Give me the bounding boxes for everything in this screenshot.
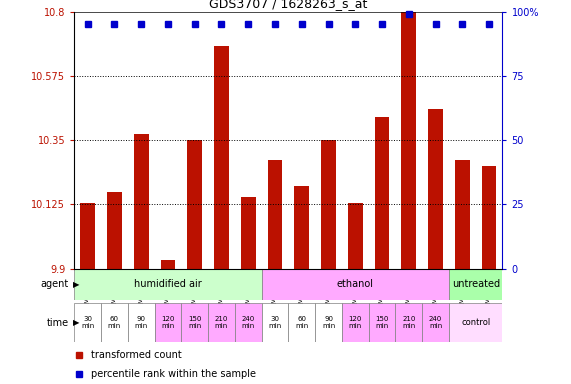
Text: 30
min: 30 min [268,316,282,329]
Bar [295,186,309,269]
Bar [208,303,235,342]
Text: untreated: untreated [452,279,500,289]
Text: 150
min: 150 min [375,316,389,329]
Text: 120
min: 120 min [348,316,362,329]
Bar [369,303,395,342]
Title: GDS3707 / 1628263_s_at: GDS3707 / 1628263_s_at [209,0,368,10]
Bar [455,160,470,269]
Text: 240
min: 240 min [242,316,255,329]
Bar [128,303,155,342]
Bar [262,269,449,300]
Bar [74,303,101,342]
Text: percentile rank within the sample: percentile rank within the sample [91,369,256,379]
Text: 150
min: 150 min [188,316,202,329]
Bar [182,303,208,342]
Text: 60
min: 60 min [295,316,308,329]
Text: 120
min: 120 min [161,316,175,329]
Bar [422,303,449,342]
Bar [482,166,496,269]
Text: transformed count: transformed count [91,350,182,360]
Bar [449,269,502,300]
Bar [155,303,182,342]
Bar [315,303,342,342]
Bar [268,160,282,269]
Bar [262,303,288,342]
Bar [428,109,443,269]
Bar [342,303,369,342]
Text: ethanol: ethanol [337,279,374,289]
Text: 90
min: 90 min [135,316,148,329]
Text: ▶: ▶ [73,280,79,289]
Text: humidified air: humidified air [134,279,202,289]
Text: 60
min: 60 min [108,316,121,329]
Bar [235,303,262,342]
Text: 210
min: 210 min [215,316,228,329]
Bar [288,303,315,342]
Text: 210
min: 210 min [402,316,416,329]
Text: 90
min: 90 min [322,316,335,329]
Text: 30
min: 30 min [81,316,94,329]
Bar [160,260,175,269]
Bar [107,192,122,269]
Bar [241,197,256,269]
Bar [187,140,202,269]
Bar [401,12,416,269]
Bar [214,46,229,269]
Bar [449,303,502,342]
Text: agent: agent [41,279,69,289]
Bar [321,140,336,269]
Text: control: control [461,318,490,327]
Bar [395,303,422,342]
Text: ▶: ▶ [73,318,79,327]
Text: time: time [46,318,69,328]
Bar [81,203,95,269]
Bar [375,117,389,269]
Bar [74,269,262,300]
Text: 240
min: 240 min [429,316,442,329]
Bar [134,134,148,269]
Bar [101,303,128,342]
Bar [348,203,363,269]
